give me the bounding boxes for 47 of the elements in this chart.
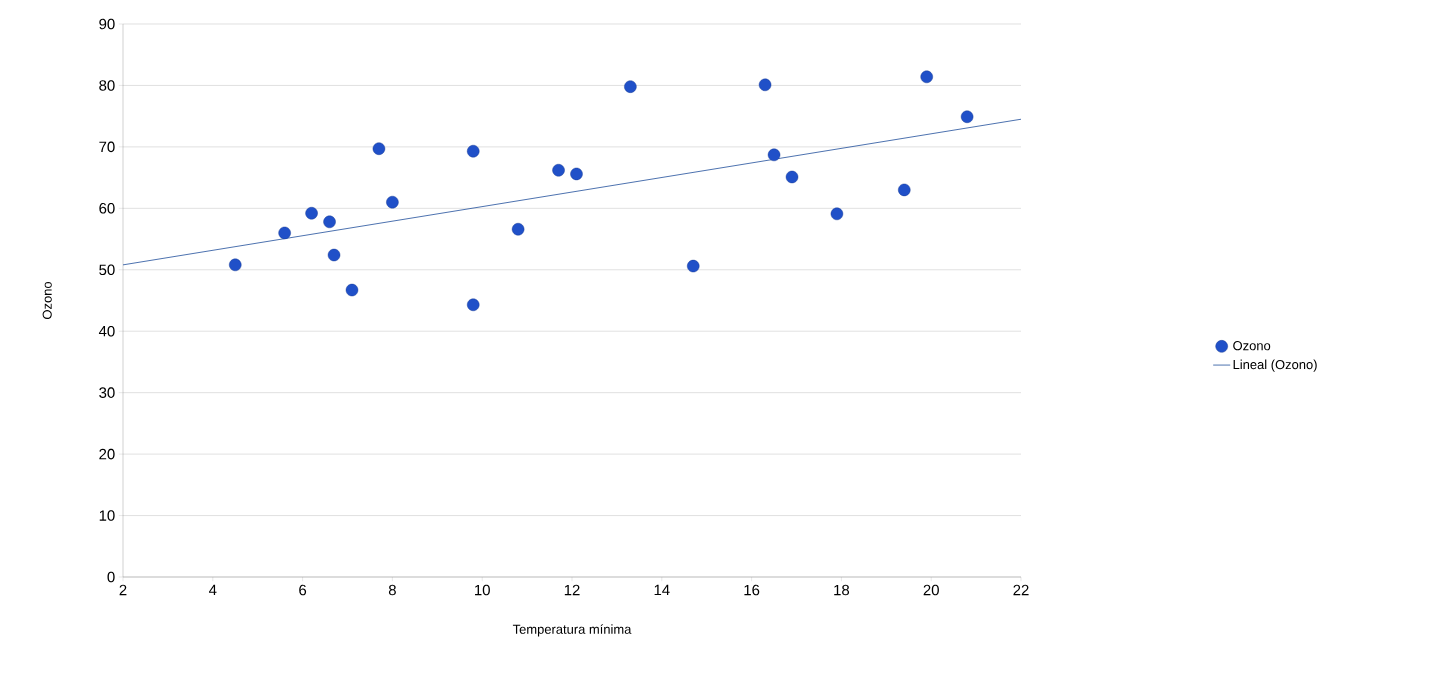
x-tick-label: 22	[1013, 584, 1029, 596]
y-axis-title: Ozono	[42, 281, 52, 319]
point	[758, 78, 772, 92]
x-tick-label: 18	[834, 584, 850, 596]
x-tick-label: 4	[208, 584, 217, 596]
y-tick-label: 70	[99, 141, 115, 153]
point	[467, 144, 480, 158]
point	[511, 223, 525, 236]
x-tick-label: 8	[388, 584, 396, 596]
y-tick-label: 10	[99, 510, 115, 521]
x-tick-label: 14	[654, 584, 670, 596]
x-tick-label: 2	[119, 584, 127, 596]
x-axis-title: Temperatura mínima	[512, 624, 632, 637]
point	[570, 167, 583, 181]
point	[327, 248, 341, 262]
point	[552, 164, 565, 177]
point	[687, 259, 700, 273]
x-tick-label: 16	[744, 584, 760, 596]
point	[467, 298, 480, 311]
point	[785, 170, 799, 184]
y-tick-label: 30	[99, 387, 115, 398]
point	[624, 80, 637, 93]
point	[960, 110, 974, 123]
y-tick-label: 60	[99, 203, 115, 214]
point	[898, 183, 911, 197]
y-tick-label: 50	[99, 264, 115, 276]
point	[767, 148, 781, 162]
point	[830, 207, 844, 221]
x-tick-label: 6	[299, 584, 307, 596]
legend-label: Lineal (Ozono)	[1233, 359, 1317, 372]
point	[386, 195, 399, 209]
y-tick-label: 20	[99, 448, 115, 460]
y-tick-label: 80	[99, 80, 115, 91]
point	[345, 283, 359, 297]
x-tick-label: 20	[923, 584, 939, 596]
y-tick-label: 90	[99, 18, 115, 30]
point	[229, 258, 242, 272]
y-tick-label: 0	[107, 571, 115, 583]
y-tick-label: 40	[98, 325, 115, 337]
point	[920, 70, 933, 84]
point	[305, 207, 318, 220]
point	[372, 142, 386, 155]
x-tick-label: 10	[475, 584, 490, 596]
point	[278, 226, 291, 240]
legend-label: Ozono	[1233, 341, 1271, 351]
point	[323, 215, 336, 229]
x-tick-label: 12	[564, 584, 580, 596]
